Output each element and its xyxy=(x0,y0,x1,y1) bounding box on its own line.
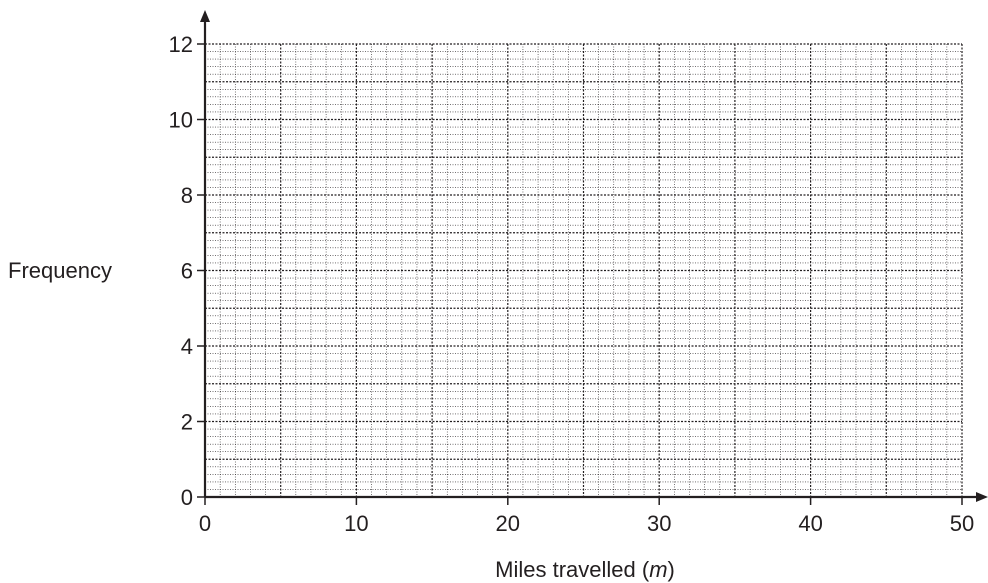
y-axis-arrow-icon xyxy=(200,10,210,22)
graph-paper-grid xyxy=(204,43,963,498)
x-tick-label: 40 xyxy=(798,511,822,536)
x-axis-label-text: Miles travelled xyxy=(495,557,636,582)
y-tick-label: 0 xyxy=(181,485,193,510)
x-tick-label: 30 xyxy=(647,511,671,536)
y-tick-label: 4 xyxy=(181,334,193,359)
axes xyxy=(200,10,988,502)
y-tick-label: 6 xyxy=(181,259,193,284)
x-axis-variable: m xyxy=(649,557,667,582)
x-tick-label: 50 xyxy=(950,511,974,536)
y-tick-label: 2 xyxy=(181,410,193,435)
x-axis-label: Miles travelled (m) xyxy=(495,557,675,582)
x-tick-label: 0 xyxy=(199,511,211,536)
x-axis-arrow-icon xyxy=(976,492,988,502)
y-tick-label: 8 xyxy=(181,183,193,208)
y-tick-label: 12 xyxy=(169,32,193,57)
x-tick-label: 10 xyxy=(344,511,368,536)
y-axis-label: Frequency xyxy=(8,258,112,283)
x-tick-label: 20 xyxy=(496,511,520,536)
tick-labels: 0 10 20 30 40 50 0 2 4 6 8 10 12 xyxy=(169,32,975,536)
tick-marks xyxy=(197,43,963,505)
y-tick-label: 10 xyxy=(169,108,193,133)
